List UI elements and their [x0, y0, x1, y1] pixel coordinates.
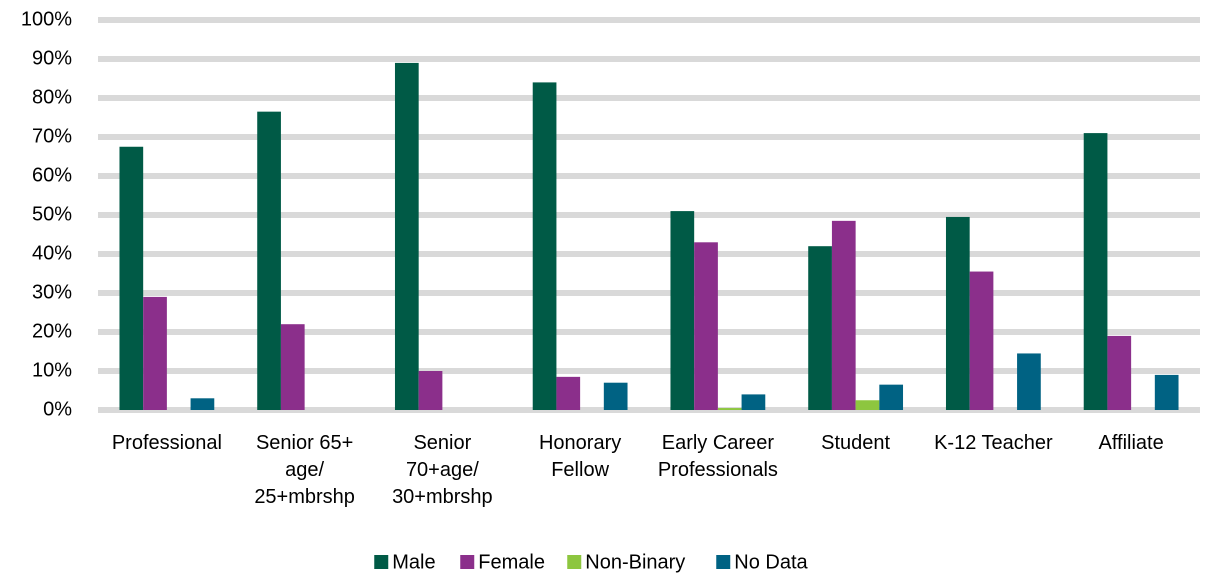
bar	[418, 371, 443, 410]
bar	[808, 246, 832, 410]
bar	[717, 408, 742, 410]
bar	[394, 62, 419, 411]
x-tick-label: Honorary Fellow	[538, 432, 622, 481]
y-tick-label: 100%	[21, 8, 72, 30]
bar	[556, 376, 581, 410]
legend-label: Female	[478, 551, 545, 573]
legend-label: No Data	[734, 551, 808, 573]
bar	[831, 220, 856, 410]
bar	[855, 400, 880, 410]
x-tick-label: Affiliate	[1098, 432, 1164, 454]
bar	[143, 296, 167, 410]
y-tick-label: 40%	[32, 242, 72, 264]
y-tick-label: 90%	[32, 47, 72, 69]
y-tick-label: 50%	[32, 203, 72, 225]
y-tick-label: 30%	[32, 281, 72, 303]
x-tick-label: Senior 65+ age/ 25+mbrshp	[254, 432, 355, 508]
bar	[119, 146, 144, 410]
bar	[257, 111, 281, 411]
y-tick-label: 60%	[32, 164, 72, 186]
x-tick-label: Student	[821, 432, 891, 454]
bar	[1154, 374, 1179, 410]
y-tick-label: 20%	[32, 320, 72, 342]
bar	[670, 211, 695, 410]
legend-swatch	[374, 555, 389, 569]
bar	[741, 394, 766, 410]
bar	[969, 271, 994, 410]
y-tick-label: 80%	[32, 86, 72, 108]
bar	[694, 242, 718, 410]
bar	[879, 384, 904, 410]
x-tick-label: K-12 Teacher	[934, 432, 1053, 454]
x-tick-label: Senior 70+age/ 30+mbrshp	[392, 432, 493, 508]
bar	[190, 398, 215, 410]
y-tick-label: 0%	[43, 398, 72, 420]
legend-label: Male	[392, 551, 435, 573]
legend-swatch	[567, 555, 582, 569]
bar	[1083, 133, 1108, 410]
y-tick-label: 10%	[32, 359, 72, 381]
y-tick-label: 70%	[32, 125, 72, 147]
legend-label: Non-Binary	[585, 551, 685, 573]
bar	[945, 216, 970, 410]
bar	[603, 382, 628, 410]
legend-swatch	[460, 555, 475, 569]
x-tick-label: Early Career Professionals	[657, 432, 778, 481]
bar	[532, 82, 557, 411]
bar	[1107, 335, 1132, 410]
bar	[280, 324, 305, 410]
x-tick-label: Professional	[111, 432, 222, 454]
legend-swatch	[716, 555, 731, 569]
bar	[1017, 353, 1041, 410]
